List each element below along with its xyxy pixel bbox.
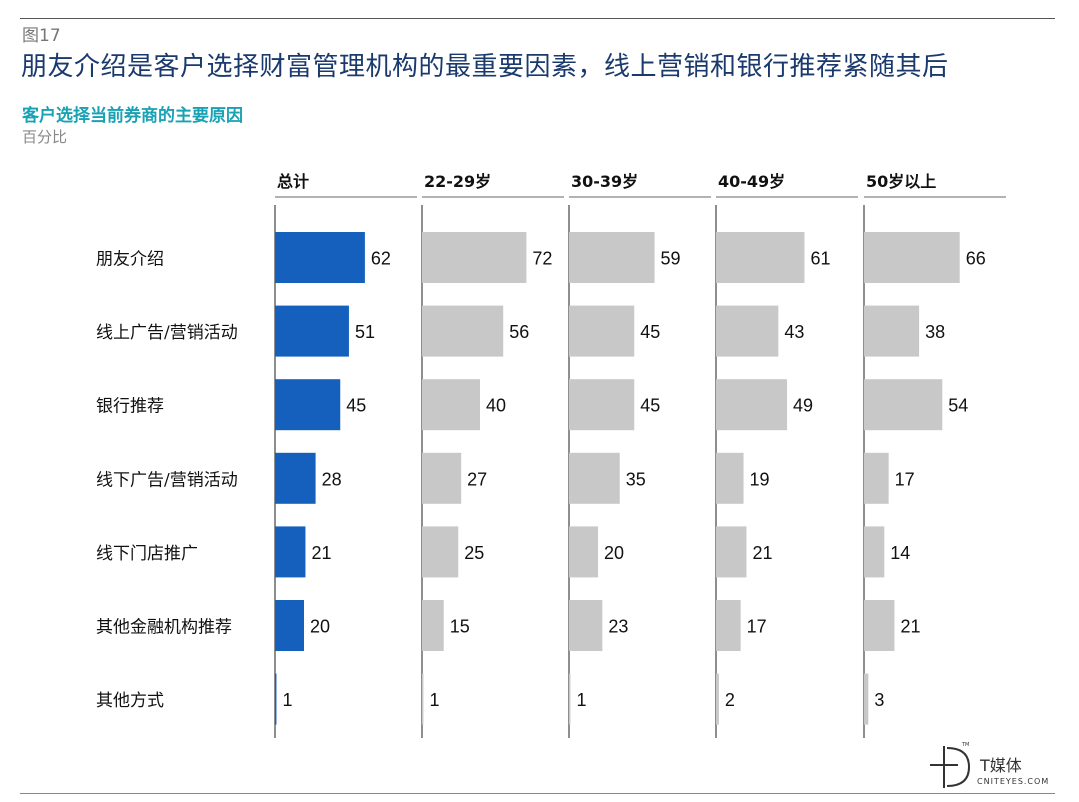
bar <box>422 526 459 578</box>
data-label: 21 <box>900 617 920 637</box>
bottom-rule <box>20 793 1055 794</box>
data-label: 59 <box>661 249 681 269</box>
bar <box>569 673 571 725</box>
data-label: 35 <box>626 469 646 489</box>
bar <box>864 600 895 651</box>
data-label: 45 <box>640 322 660 342</box>
data-label: 19 <box>750 469 770 489</box>
bar <box>864 673 869 725</box>
data-label: 51 <box>355 322 375 342</box>
bar <box>569 232 655 283</box>
category-label: 线下广告/营销活动 <box>96 470 238 490</box>
category-label: 其他方式 <box>96 691 164 711</box>
unit-label: 百分比 <box>22 128 68 146</box>
data-label: 21 <box>311 543 331 563</box>
bar <box>569 526 598 578</box>
bar <box>275 526 306 578</box>
brand-url: CNITEYES.COM <box>977 777 1050 786</box>
bar <box>864 379 943 431</box>
data-label: 56 <box>509 322 529 342</box>
data-label: 66 <box>966 249 986 269</box>
bar <box>422 673 424 725</box>
panel-header: 50岁以上 <box>866 172 936 191</box>
bar <box>716 673 719 725</box>
panel-header: 40-49岁 <box>718 172 785 191</box>
data-label: 49 <box>793 396 813 416</box>
category-label: 银行推荐 <box>96 397 164 417</box>
bar <box>864 232 960 283</box>
data-label: 27 <box>467 469 487 489</box>
bar <box>275 600 304 651</box>
brand-logo-icon <box>930 746 971 788</box>
bar <box>422 232 527 283</box>
category-label: 线上广告/营销活动 <box>96 323 238 343</box>
bar <box>275 305 349 357</box>
bar <box>864 452 889 504</box>
bar <box>864 305 920 357</box>
bar <box>716 305 779 357</box>
data-label: 1 <box>282 690 292 710</box>
data-label: 1 <box>429 690 439 710</box>
data-label: 72 <box>532 249 552 269</box>
bar <box>716 526 747 578</box>
data-label: 62 <box>371 249 391 269</box>
category-label: 线下门店推广 <box>96 544 198 564</box>
data-label: 28 <box>322 469 342 489</box>
data-label: 1 <box>576 690 586 710</box>
chart-subtitle: 客户选择当前券商的主要原因 <box>22 106 243 126</box>
data-label: 20 <box>310 617 330 637</box>
bar <box>716 600 741 651</box>
data-label: 23 <box>608 617 628 637</box>
bar <box>569 305 635 357</box>
bar <box>275 452 316 504</box>
bar <box>275 232 365 283</box>
bar <box>422 600 444 651</box>
data-label: 15 <box>450 617 470 637</box>
top-rule <box>20 18 1055 19</box>
data-label: 17 <box>895 469 915 489</box>
bar <box>275 673 277 725</box>
category-label: 其他金融机构推荐 <box>96 618 232 638</box>
bar <box>422 379 480 431</box>
bar <box>569 600 603 651</box>
data-label: 2 <box>725 690 735 710</box>
data-label: 45 <box>346 396 366 416</box>
panel-header: 30-39岁 <box>571 172 638 191</box>
data-label: 21 <box>752 543 772 563</box>
bar <box>716 232 805 283</box>
data-label: 61 <box>810 249 830 269</box>
panel-header: 22-29岁 <box>424 172 491 191</box>
data-label: 54 <box>948 396 968 416</box>
data-label: 45 <box>640 396 660 416</box>
bar <box>422 305 504 357</box>
data-label: 14 <box>890 543 910 563</box>
panel-header: 总计 <box>277 172 309 191</box>
data-label: 38 <box>925 322 945 342</box>
data-label: 3 <box>874 690 884 710</box>
category-label: 朋友介绍 <box>96 250 164 270</box>
data-label: 17 <box>747 617 767 637</box>
data-label: 40 <box>486 396 506 416</box>
bar <box>716 379 788 431</box>
bar <box>864 526 885 578</box>
brand-name: T媒体 <box>980 756 1022 775</box>
chart-title: 朋友介绍是客户选择财富管理机构的最重要因素，线上营销和银行推荐紧随其后 <box>21 52 949 82</box>
data-label: 20 <box>604 543 624 563</box>
bar <box>422 452 462 504</box>
bar <box>275 379 341 431</box>
figure-label: 图17 <box>22 26 61 46</box>
data-label: 25 <box>464 543 484 563</box>
bar <box>716 452 744 504</box>
bar <box>569 379 635 431</box>
trademark-mark: TM <box>962 742 970 748</box>
data-label: 43 <box>784 322 804 342</box>
bar <box>569 452 620 504</box>
